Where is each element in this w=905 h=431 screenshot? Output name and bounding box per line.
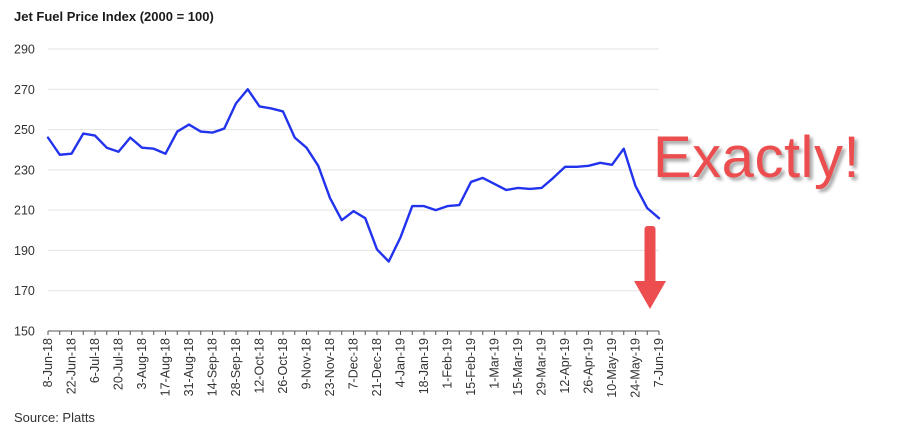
series-layer: [46, 88, 661, 263]
x-tick-label: 7-Jun-19: [652, 338, 666, 387]
x-tick-label: 1-Feb-19: [441, 338, 455, 389]
x-tick-label: 6-Jul-18: [88, 338, 102, 383]
x-tick-label: 20-Jul-18: [112, 338, 126, 390]
x-tick-label: 1-Mar-19: [488, 338, 502, 389]
x-tick-label: 15-Mar-19: [511, 338, 525, 396]
x-tick-label: 24-May-19: [629, 338, 643, 398]
x-axis-labels: 8-Jun-18 22-Jun-18 6-Jul-18 20-Jul-18 3-Aug-…: [41, 338, 666, 398]
x-tick-label: 29-Mar-19: [535, 338, 549, 396]
x-tick-label: 3-Aug-18: [135, 338, 149, 389]
y-tick-label: 250: [14, 123, 35, 137]
x-tick-label: 12-Apr-19: [558, 338, 572, 394]
down-arrow-icon: [634, 226, 666, 309]
x-tick-label: 9-Nov-18: [300, 338, 314, 389]
x-tick-label: 14-Sep-18: [206, 338, 220, 396]
x-tick-label: 23-Nov-18: [323, 338, 337, 396]
y-tick-label: 150: [14, 325, 35, 339]
series-line: [46, 88, 661, 263]
x-tick-label: 21-Dec-18: [370, 338, 384, 396]
y-axis-labels: 150 170 190 210 230 250 270 290: [14, 43, 35, 339]
x-tick-label: 26-Apr-19: [582, 338, 596, 394]
x-tick-label: 26-Oct-18: [276, 338, 290, 394]
x-tick-label: 10-May-19: [605, 338, 619, 398]
y-tick-label: 210: [14, 204, 35, 218]
x-tick-label: 15-Feb-19: [464, 338, 478, 396]
x-axis: [47, 330, 660, 335]
y-tick-label: 290: [14, 43, 35, 57]
gridlines: [48, 48, 659, 292]
x-tick-label: 12-Oct-18: [253, 338, 267, 394]
exactly-annotation: Exactly!: [653, 125, 861, 190]
source-note: Source: Platts: [14, 410, 95, 425]
y-tick-label: 230: [14, 163, 35, 177]
x-tick-label: 4-Jan-19: [394, 338, 408, 387]
x-tick-label: 28-Sep-18: [229, 338, 243, 396]
y-tick-label: 170: [14, 284, 35, 298]
x-tick-label: 17-Aug-18: [159, 338, 173, 396]
x-tick-label: 31-Aug-18: [182, 338, 196, 396]
chart-title: Jet Fuel Price Index (2000 = 100): [14, 9, 214, 24]
x-tick-label: 7-Dec-18: [347, 338, 361, 389]
y-tick-label: 190: [14, 244, 35, 258]
x-tick-label: 18-Jan-19: [417, 338, 431, 394]
x-tick-label: 8-Jun-18: [41, 338, 55, 387]
y-tick-label: 270: [14, 83, 35, 97]
x-tick-label: 22-Jun-18: [65, 338, 79, 394]
